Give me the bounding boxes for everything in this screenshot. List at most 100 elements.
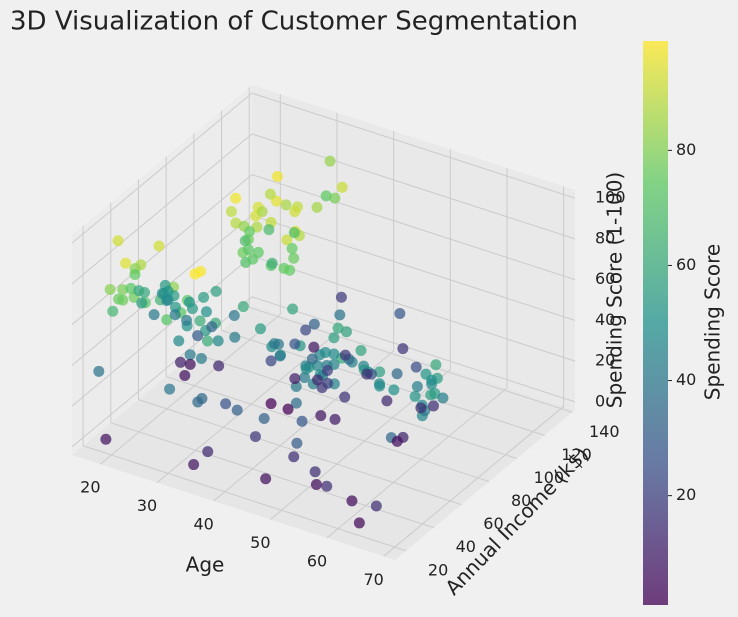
- point: [231, 404, 243, 416]
- point: [353, 517, 365, 529]
- point: [225, 206, 237, 218]
- grid-line: [270, 369, 451, 520]
- point: [244, 225, 256, 237]
- point: [264, 188, 276, 200]
- point: [291, 201, 303, 213]
- point: [300, 324, 312, 336]
- point: [409, 390, 421, 402]
- colorbar-tick-label: 60: [676, 255, 696, 274]
- point: [139, 286, 151, 298]
- point: [107, 305, 119, 317]
- y-tick-label: 60: [483, 514, 503, 533]
- point: [288, 252, 300, 264]
- point: [373, 378, 385, 390]
- z-tick-label: 100: [595, 188, 626, 207]
- grid-line: [251, 214, 576, 321]
- point: [210, 285, 222, 297]
- point: [164, 383, 176, 395]
- colorbar-tick-label: 20: [676, 485, 696, 504]
- z-tick-label: 0: [595, 391, 605, 410]
- point: [272, 338, 284, 350]
- point: [391, 435, 403, 447]
- point: [280, 199, 292, 211]
- point: [230, 217, 242, 229]
- point: [321, 480, 333, 492]
- grid-line: [165, 376, 490, 483]
- point: [239, 235, 251, 247]
- point: [329, 192, 341, 204]
- y-tick-label: 40: [456, 537, 476, 556]
- z-axis-label: Spending Score (1-100): [603, 172, 627, 408]
- y-tick-label: 100: [534, 468, 565, 487]
- point: [184, 358, 196, 370]
- grid-line: [251, 174, 576, 281]
- grid-line: [251, 296, 576, 403]
- point: [252, 246, 264, 258]
- z-tick-label: 20: [595, 351, 615, 370]
- point: [340, 326, 352, 338]
- point: [202, 446, 214, 458]
- colorbar-tick-label: 40: [676, 370, 696, 389]
- point: [426, 378, 438, 390]
- y-tick-label: 120: [561, 445, 592, 464]
- point: [195, 265, 207, 277]
- point: [334, 309, 346, 321]
- point: [329, 413, 341, 425]
- point: [328, 332, 340, 344]
- point: [100, 433, 112, 445]
- point: [173, 335, 185, 347]
- point: [258, 412, 270, 424]
- point: [213, 360, 225, 372]
- z-tick-label: 80: [595, 228, 615, 247]
- point: [324, 155, 336, 167]
- point: [411, 381, 423, 393]
- x-tick-label: 20: [80, 478, 100, 497]
- point: [346, 495, 358, 507]
- point: [420, 368, 432, 380]
- x-tick-label: 30: [137, 496, 157, 515]
- point: [391, 368, 403, 380]
- point: [175, 356, 187, 368]
- point: [308, 318, 320, 330]
- grid-line: [156, 332, 338, 484]
- point: [206, 321, 218, 333]
- point: [308, 341, 320, 353]
- point: [229, 331, 241, 343]
- grid-line: [138, 399, 462, 506]
- point: [242, 244, 254, 256]
- point: [181, 314, 193, 326]
- grid-line: [249, 306, 573, 413]
- point: [339, 349, 351, 361]
- point: [306, 353, 318, 365]
- x-tick-label: 50: [250, 533, 270, 552]
- grid-line: [82, 445, 407, 552]
- point: [339, 391, 351, 403]
- point: [161, 314, 173, 326]
- point: [198, 291, 210, 303]
- point: [212, 335, 224, 347]
- point: [355, 344, 367, 356]
- colorbar: [643, 41, 668, 605]
- point: [315, 410, 327, 422]
- point: [104, 283, 116, 295]
- point: [254, 323, 266, 335]
- point: [361, 368, 373, 380]
- point: [230, 192, 242, 204]
- point: [188, 459, 200, 471]
- point: [415, 402, 427, 414]
- z-tick-label: 60: [595, 269, 615, 288]
- side-pane: [72, 85, 252, 455]
- point: [321, 364, 333, 376]
- chart-title: 3D Visualization of Customer Segmentatio…: [10, 7, 578, 37]
- point: [237, 301, 249, 313]
- point: [290, 397, 302, 409]
- point: [429, 387, 441, 399]
- grid-line: [251, 133, 576, 240]
- grid-line: [251, 255, 576, 362]
- point: [201, 335, 213, 347]
- point: [320, 190, 332, 202]
- point: [300, 360, 312, 372]
- point: [381, 395, 393, 407]
- point: [169, 309, 181, 321]
